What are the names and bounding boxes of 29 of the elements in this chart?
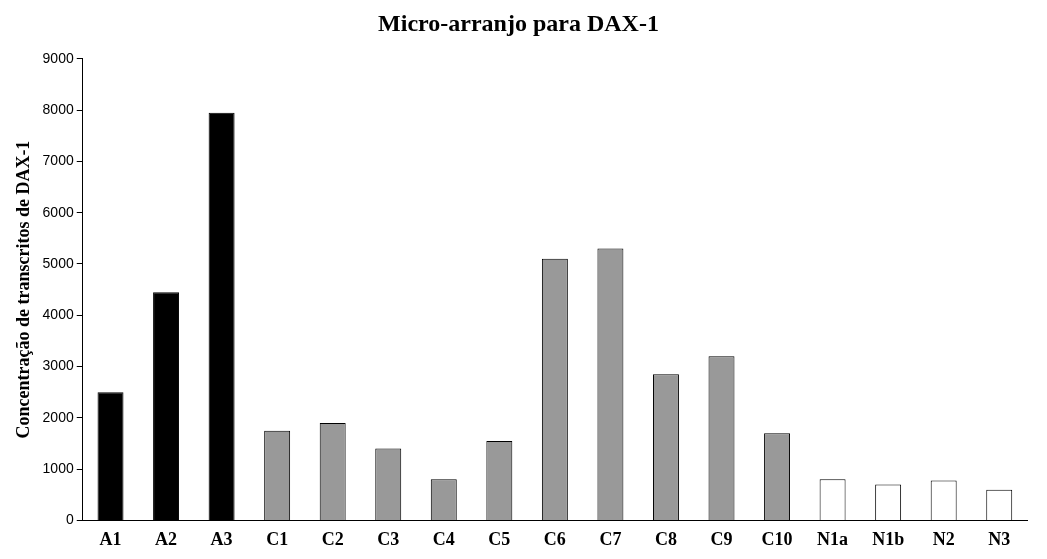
y-tick-label: 1000 xyxy=(42,459,74,476)
x-tick-label: N1a xyxy=(817,528,849,549)
y-axis-title: Concentração de transcritos de DAX-1 xyxy=(13,140,34,439)
y-tick-label: 3000 xyxy=(42,357,74,374)
x-tick-label: C7 xyxy=(599,528,622,549)
y-tick-label: 9000 xyxy=(42,49,74,66)
x-tick-label: C8 xyxy=(654,528,677,549)
x-tick-label: C2 xyxy=(321,528,344,549)
y-tick-label: 0 xyxy=(65,511,74,528)
x-tick-label: A2 xyxy=(155,528,178,549)
x-tick-label: C9 xyxy=(710,528,733,549)
y-tick-label: 6000 xyxy=(42,203,74,220)
y-tick-label: 2000 xyxy=(42,408,74,425)
x-tick-label: C1 xyxy=(266,528,289,549)
x-tick-label: N3 xyxy=(988,528,1011,549)
x-tick-label: C10 xyxy=(761,528,793,549)
y-tick-label: 8000 xyxy=(42,100,74,117)
x-tick-label: N1b xyxy=(872,528,905,549)
x-tick-label: C4 xyxy=(432,528,455,549)
x-tick-label: N2 xyxy=(932,528,955,549)
y-tick-label: 5000 xyxy=(42,254,74,271)
x-tick-label: C5 xyxy=(488,528,511,549)
chart-title: Micro-arranjo para DAX-1 xyxy=(378,9,659,36)
x-tick-label: C3 xyxy=(377,528,400,549)
x-tick-label: C6 xyxy=(543,528,566,549)
x-tick-label: A1 xyxy=(99,528,122,549)
y-tick-label: 4000 xyxy=(42,306,74,323)
x-tick-label: A3 xyxy=(210,528,233,549)
y-tick-label: 7000 xyxy=(42,152,74,169)
